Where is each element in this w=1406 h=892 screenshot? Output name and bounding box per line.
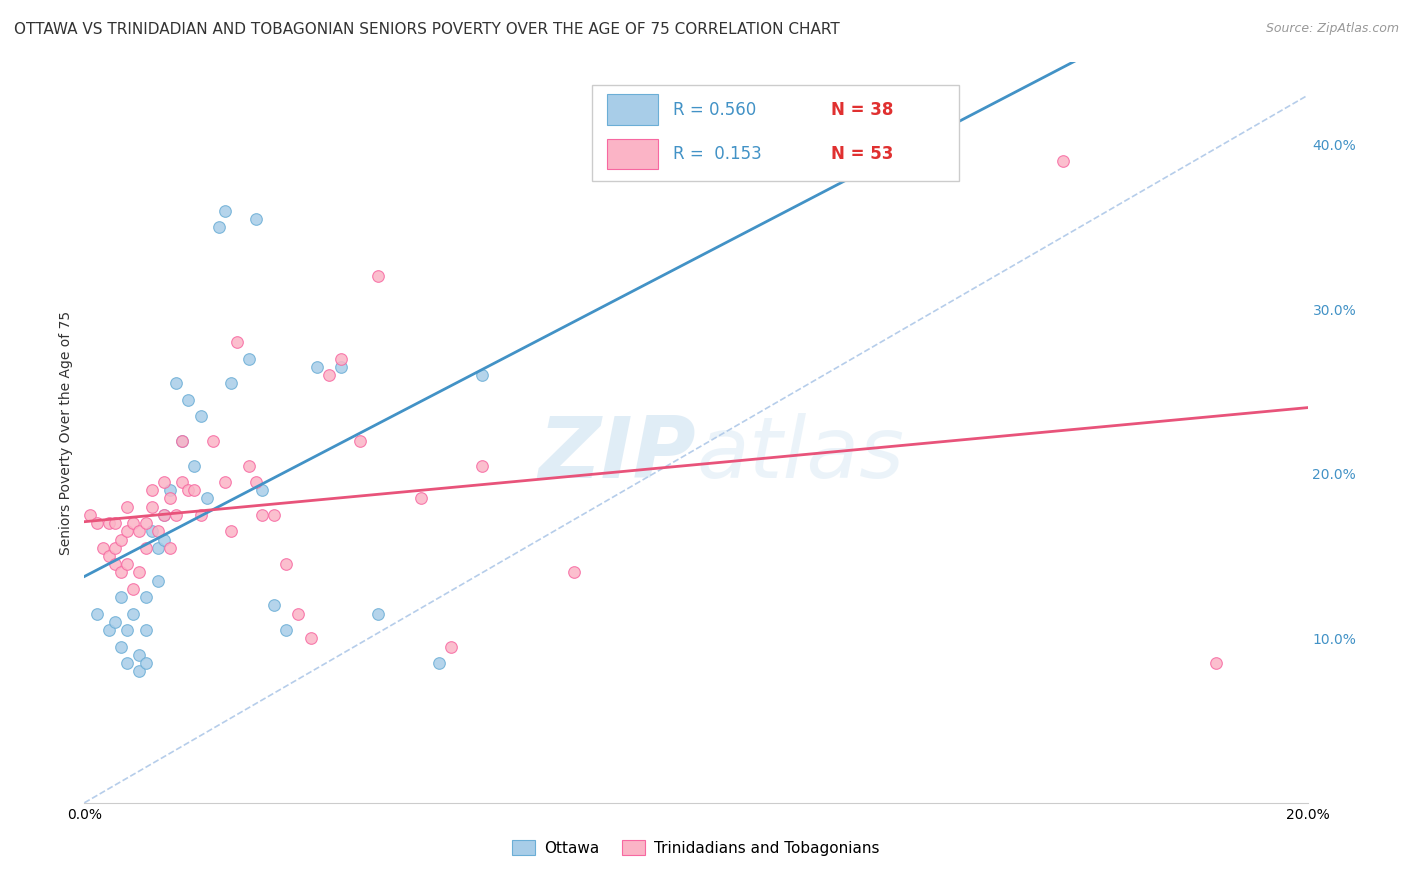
Point xyxy=(128,566,150,580)
Point xyxy=(91,541,114,555)
Point xyxy=(276,558,298,572)
Text: atlas: atlas xyxy=(696,413,904,496)
Point xyxy=(135,656,157,670)
Point xyxy=(104,541,127,555)
Point xyxy=(183,483,205,498)
Point xyxy=(128,648,150,662)
Point xyxy=(135,590,157,604)
Point xyxy=(263,508,285,522)
Point xyxy=(219,376,242,391)
Point xyxy=(367,607,389,621)
Legend: Ottawa, Trinidadians and Tobagonians: Ottawa, Trinidadians and Tobagonians xyxy=(506,834,886,862)
Point xyxy=(97,623,120,637)
Point xyxy=(115,656,138,670)
Point xyxy=(177,392,200,407)
Point xyxy=(165,376,187,391)
Point xyxy=(159,483,181,498)
Point xyxy=(330,359,353,374)
Point xyxy=(172,434,194,448)
Point xyxy=(141,500,163,514)
Text: ZIP: ZIP xyxy=(538,413,696,496)
Point xyxy=(115,500,138,514)
Point xyxy=(115,558,138,572)
Point xyxy=(287,607,309,621)
Point xyxy=(86,607,108,621)
Point xyxy=(195,491,218,506)
Point xyxy=(110,640,132,654)
Point xyxy=(250,483,273,498)
Point xyxy=(471,458,494,473)
Point xyxy=(299,632,322,646)
Point xyxy=(367,269,389,284)
Point xyxy=(172,434,194,448)
Point xyxy=(201,434,224,448)
Point xyxy=(238,351,260,366)
Point xyxy=(128,664,150,678)
Point xyxy=(153,475,176,489)
Point xyxy=(245,475,267,489)
Point xyxy=(562,566,585,580)
Point xyxy=(79,508,101,522)
Point xyxy=(214,475,236,489)
Point xyxy=(226,335,249,350)
Point xyxy=(110,533,132,547)
Point xyxy=(97,549,120,563)
Point xyxy=(141,524,163,539)
Point xyxy=(115,623,138,637)
Point xyxy=(141,483,163,498)
Point xyxy=(471,368,494,382)
Point xyxy=(146,524,169,539)
Point xyxy=(135,623,157,637)
Text: OTTAWA VS TRINIDADIAN AND TOBAGONIAN SENIORS POVERTY OVER THE AGE OF 75 CORRELAT: OTTAWA VS TRINIDADIAN AND TOBAGONIAN SEN… xyxy=(14,22,839,37)
Point xyxy=(104,516,127,530)
Point xyxy=(214,203,236,218)
Point xyxy=(110,566,132,580)
Point xyxy=(245,211,267,226)
Point xyxy=(122,516,145,530)
Point xyxy=(146,574,169,588)
Y-axis label: Seniors Poverty Over the Age of 75: Seniors Poverty Over the Age of 75 xyxy=(59,310,73,555)
Point xyxy=(128,524,150,539)
Point xyxy=(97,516,120,530)
Point xyxy=(86,516,108,530)
Point xyxy=(440,640,463,654)
Point xyxy=(159,541,181,555)
Point xyxy=(153,508,176,522)
Point xyxy=(104,558,127,572)
Point xyxy=(159,491,181,506)
Point xyxy=(172,475,194,489)
Point xyxy=(153,508,176,522)
Point xyxy=(409,491,432,506)
Point xyxy=(250,508,273,522)
Point xyxy=(330,351,353,366)
Point xyxy=(427,656,450,670)
Point xyxy=(318,368,340,382)
Point xyxy=(153,533,176,547)
Point xyxy=(115,524,138,539)
Point xyxy=(110,590,132,604)
Point xyxy=(122,582,145,596)
Point xyxy=(177,483,200,498)
Point xyxy=(135,516,157,530)
Point xyxy=(349,434,371,448)
Point xyxy=(146,541,169,555)
Point xyxy=(276,623,298,637)
Point xyxy=(1052,154,1074,169)
Point xyxy=(263,599,285,613)
Point xyxy=(104,615,127,629)
Point xyxy=(122,607,145,621)
Point xyxy=(183,458,205,473)
Point xyxy=(190,508,212,522)
Point xyxy=(165,508,187,522)
Point xyxy=(219,524,242,539)
Point xyxy=(238,458,260,473)
Point xyxy=(1205,656,1227,670)
Point xyxy=(190,409,212,424)
Point xyxy=(135,541,157,555)
Point xyxy=(305,359,328,374)
Point xyxy=(208,219,231,234)
Text: Source: ZipAtlas.com: Source: ZipAtlas.com xyxy=(1265,22,1399,36)
